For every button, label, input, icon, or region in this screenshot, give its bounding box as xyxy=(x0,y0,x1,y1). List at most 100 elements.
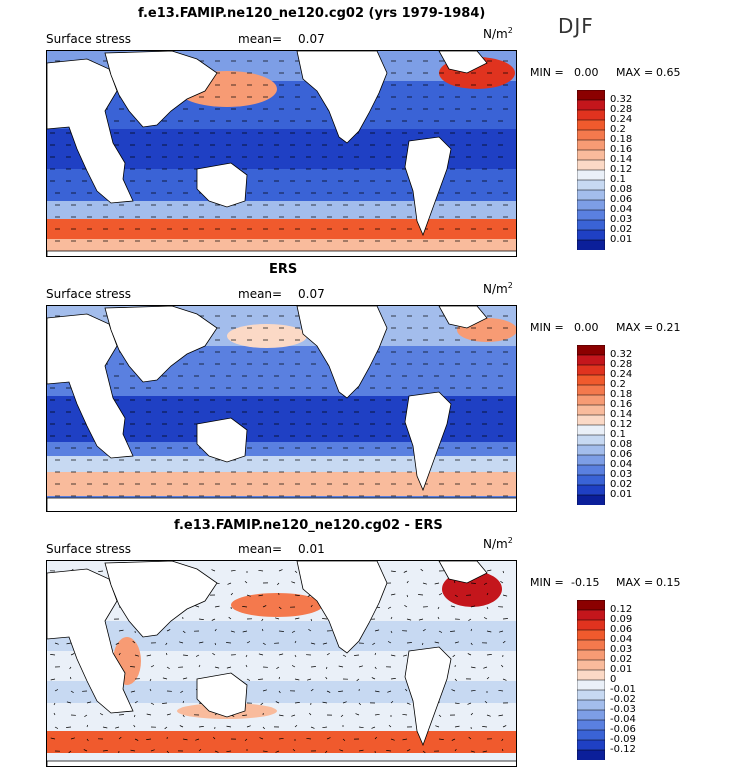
colorbar-tick-label: 0.32 xyxy=(610,349,633,360)
vector-arrow xyxy=(470,750,476,753)
colorbar-swatch xyxy=(577,679,605,691)
vector-arrow xyxy=(294,702,300,704)
vector-arrow xyxy=(132,640,136,644)
colorbar-swatch xyxy=(577,659,605,671)
vector-arrow xyxy=(53,702,56,706)
colorbar-tick-label: 0.06 xyxy=(610,624,633,635)
vector-arrow xyxy=(390,678,396,680)
colorbar-swatch xyxy=(577,199,605,211)
panel-2-units: N/m2 xyxy=(483,281,513,296)
colorbar-tick-label: 0.02 xyxy=(610,654,633,665)
vector-arrow xyxy=(246,678,251,681)
season-label: DJF xyxy=(558,14,594,38)
vector-arrow xyxy=(454,748,457,752)
vector-arrow xyxy=(501,664,504,668)
vector-arrow xyxy=(54,726,59,729)
vector-arrow xyxy=(437,606,440,610)
vector-arrow xyxy=(166,666,170,669)
vector-arrow xyxy=(118,714,124,716)
vector-arrow xyxy=(358,702,361,706)
vector-arrow xyxy=(277,582,280,586)
vector-arrow xyxy=(310,666,316,668)
vector-arrow xyxy=(149,688,152,692)
vector-arrow xyxy=(134,701,138,704)
vector-arrow xyxy=(355,713,360,716)
colorbar-swatch xyxy=(577,99,605,111)
colorbar-tick-label: -0.03 xyxy=(610,704,636,715)
panel-1-max-value: 0.65 xyxy=(656,66,681,79)
vector-arrow xyxy=(342,701,347,704)
colorbar-tick-label: 0.32 xyxy=(610,94,633,105)
vector-arrow xyxy=(134,738,139,741)
vector-arrow xyxy=(133,724,136,728)
vector-arrow xyxy=(486,630,492,633)
vector-arrow xyxy=(374,629,380,632)
vector-arrow xyxy=(310,726,315,729)
vector-arrow xyxy=(390,700,394,704)
vector-arrow xyxy=(162,677,168,680)
vector-arrow xyxy=(470,605,476,608)
panel-2-variable-label: Surface stress xyxy=(46,287,132,301)
vector-arrow xyxy=(195,738,200,741)
panel-2-colorbar-ticks: 0.32 0.28 0.24 0.2 0.18 0.16 0.14 0.12 0.1 0.08 0.… xyxy=(610,349,660,501)
vector-arrow xyxy=(83,749,88,752)
colorbar-tick-label: 0.08 xyxy=(610,439,633,450)
vector-arrow xyxy=(434,582,440,585)
vector-arrow xyxy=(68,750,72,754)
colorbar-swatch xyxy=(577,179,605,191)
vector-arrow xyxy=(500,581,504,584)
vector-arrow xyxy=(246,641,251,644)
vector-arrow xyxy=(467,702,472,705)
vector-arrow xyxy=(294,678,300,681)
vector-arrow xyxy=(291,665,296,668)
panel-3-colorbar-ticks: 0.12 0.09 0.06 0.04 0.03 0.02 0.01 0 -0.01 -0.02-… xyxy=(610,605,660,756)
vector-arrow xyxy=(467,653,472,656)
vector-arrow xyxy=(242,630,248,633)
panel-1-units: N/m2 xyxy=(483,26,513,41)
vector-arrow xyxy=(502,678,507,681)
vector-arrow xyxy=(246,594,251,597)
vector-arrow xyxy=(402,713,408,716)
colorbar-swatch xyxy=(577,119,605,131)
colorbar-swatch xyxy=(577,229,605,241)
colorbar-tick-label: -0.12 xyxy=(610,744,636,755)
land-masses xyxy=(47,561,516,766)
vector-arrow xyxy=(226,725,232,728)
vector-arrow xyxy=(278,653,284,656)
panel-3-map-svg xyxy=(47,561,516,766)
panel-1-mean-label: mean= xyxy=(238,32,283,46)
colorbar-swatch xyxy=(577,219,605,231)
colorbar-tick-label: 0.28 xyxy=(610,359,633,370)
vector-arrow xyxy=(278,676,281,680)
vector-arrow xyxy=(326,653,330,656)
colorbar-tick-label: -0.01 xyxy=(610,684,636,695)
vector-arrow xyxy=(322,701,328,704)
colorbar-tick-label: 0.12 xyxy=(610,419,633,430)
vector-arrow xyxy=(498,714,504,717)
vector-arrow xyxy=(226,642,232,644)
colorbar-swatch xyxy=(577,169,605,181)
panel-2-mean-label: mean= xyxy=(238,287,283,301)
vector-arrow xyxy=(162,702,168,704)
vector-arrow xyxy=(502,618,508,620)
colorbar-tick-label: 0.01 xyxy=(610,489,633,500)
vector-arrow xyxy=(339,749,344,752)
vector-arrow xyxy=(390,593,396,596)
vector-arrow xyxy=(102,750,108,752)
vector-arrow xyxy=(406,749,411,752)
colorbar-tick-label: 0.03 xyxy=(610,214,633,225)
vector-arrow xyxy=(54,689,59,692)
vector-arrow xyxy=(405,688,408,692)
vector-arrow xyxy=(70,690,74,693)
vector-arrow xyxy=(118,629,124,632)
vector-arrow xyxy=(182,700,185,704)
colorbar-swatch xyxy=(577,454,605,466)
vector-arrow xyxy=(294,640,297,644)
vector-arrow xyxy=(53,712,56,716)
vector-arrow xyxy=(342,738,346,742)
colorbar-swatch xyxy=(577,354,605,366)
vector-arrow xyxy=(438,738,444,740)
colorbar-swatch xyxy=(577,424,605,436)
vector-arrow xyxy=(306,678,312,681)
vector-arrow xyxy=(502,640,506,644)
